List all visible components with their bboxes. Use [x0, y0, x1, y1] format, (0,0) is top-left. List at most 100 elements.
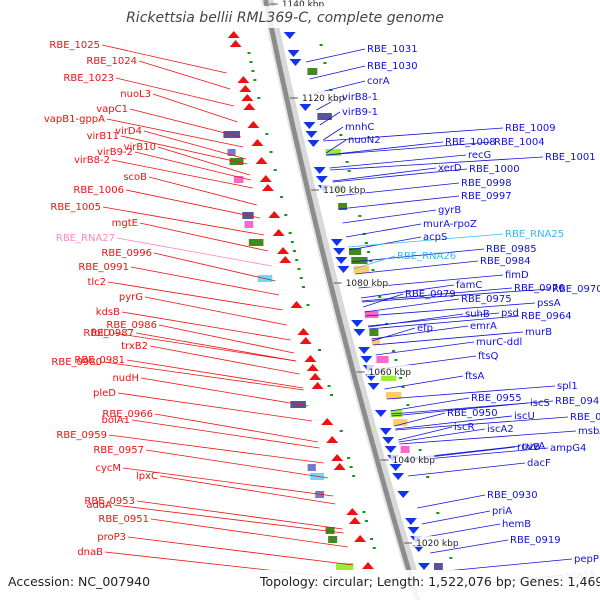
left-leader-line	[143, 130, 247, 160]
forward-gene-arrow	[283, 32, 296, 39]
right-gene-label: iscR	[454, 422, 474, 433]
left-leader-line	[116, 237, 272, 267]
gc-marker	[269, 151, 273, 153]
right-gene-label: hemB	[502, 519, 531, 530]
left-gene-label: RBE_0953	[84, 496, 135, 507]
right-gene-label: mnhC	[345, 122, 374, 133]
gc-marker	[295, 259, 299, 261]
right-leader-line	[408, 462, 526, 477]
reverse-gene-arrow	[247, 121, 260, 128]
reverse-gene-arrow	[259, 175, 272, 182]
forward-gene-arrow	[418, 563, 431, 570]
gc-marker	[364, 242, 368, 244]
gc-marker	[306, 304, 310, 306]
gc-marker	[401, 386, 405, 388]
left-gene-label: vapB1-gppA	[44, 114, 105, 125]
forward-gene-arrow	[358, 347, 371, 354]
left-leader-line	[136, 500, 343, 530]
left-leader-line	[127, 536, 354, 566]
left-leader-line	[111, 159, 253, 189]
footer-backdrop	[0, 570, 600, 600]
right-leader-line	[435, 558, 573, 573]
right-gene-label: suhB	[465, 309, 490, 320]
gc-marker	[319, 44, 323, 46]
reverse-gene-arrow	[227, 31, 240, 38]
gc-marker	[318, 349, 322, 351]
right-leader-line	[387, 385, 556, 400]
forward-gene-arrow	[289, 59, 302, 66]
left-gene-label: RBE_1024	[86, 56, 137, 67]
right-gene-label: nuoN2	[348, 135, 381, 146]
right-leader-line	[332, 168, 468, 183]
right-gene-label: dacF	[527, 458, 551, 469]
left-gene-label: folD	[91, 328, 111, 339]
left-gene-label: trxB2	[121, 341, 148, 352]
right-gene-label: iscS	[530, 398, 550, 409]
left-leader-line	[145, 449, 329, 479]
gc-marker	[329, 394, 333, 396]
left-gene-label: lpxC	[136, 471, 158, 482]
kbp-tick-backdrop	[300, 91, 345, 102]
right-gene-label: priA	[492, 506, 512, 517]
gc-marker	[358, 215, 362, 217]
right-leader-line	[319, 111, 341, 126]
cog-block	[381, 374, 397, 381]
forward-gene-arrow	[287, 50, 300, 57]
left-leader-line	[138, 60, 231, 90]
right-gene-label: gyrB	[438, 205, 461, 216]
right-gene-label: murA-rpoZ	[423, 219, 477, 230]
left-leader-line	[140, 377, 309, 407]
gc-marker	[364, 520, 368, 522]
gc-marker	[251, 70, 255, 72]
reverse-gene-arrow	[243, 103, 256, 110]
right-leader-line	[353, 255, 396, 270]
cog-block	[233, 176, 244, 183]
right-gene-label: RBE_1030	[367, 61, 418, 72]
gc-marker	[249, 61, 253, 63]
cog-block	[400, 446, 410, 453]
right-leader-line	[345, 223, 422, 238]
cog-block	[248, 239, 264, 246]
gc-marker	[426, 476, 430, 478]
gc-marker	[347, 170, 351, 172]
forward-gene-arrow	[353, 329, 366, 336]
reverse-gene-arrow	[348, 517, 361, 524]
left-leader-line	[139, 222, 269, 252]
left-leader-line	[107, 281, 283, 311]
left-gene-label: RBE_0991	[78, 262, 129, 273]
gc-marker	[284, 214, 288, 216]
left-gene-label: virB8-2	[74, 155, 110, 166]
right-gene-label: xerD	[438, 163, 462, 174]
forward-gene-arrow	[315, 176, 328, 183]
left-leader-line	[130, 266, 280, 296]
right-gene-label: RBE_RNA25	[505, 229, 564, 240]
right-gene-label: msbA1	[578, 426, 600, 437]
right-gene-label: pssA	[537, 298, 561, 309]
kbp-tick-backdrop	[390, 453, 435, 464]
gc-marker	[339, 430, 343, 432]
gc-marker	[347, 457, 351, 459]
left-gene-label: RBE_0959	[56, 430, 107, 441]
right-leader-line	[364, 298, 460, 313]
left-gene-label: RBE_0987	[83, 328, 134, 339]
forward-gene-arrow	[303, 122, 316, 129]
right-leader-line	[394, 412, 446, 427]
gc-marker	[367, 251, 371, 253]
right-gene-label: RBE_0997	[461, 191, 512, 202]
map-title: Rickettsia bellii RML369-C, complete gen…	[126, 10, 444, 26]
right-leader-line	[326, 141, 444, 156]
left-leader-line	[120, 135, 248, 165]
gc-marker	[327, 385, 331, 387]
reverse-gene-arrow	[321, 418, 334, 425]
left-gene-label: RBE_1005	[50, 202, 101, 213]
left-gene-label: addA	[86, 500, 112, 511]
gc-marker	[378, 296, 382, 298]
left-gene-label: RBE_0986	[106, 320, 157, 331]
left-gene-label: cycM	[95, 463, 121, 474]
reverse-gene-arrow	[237, 76, 250, 83]
right-leader-line	[365, 302, 536, 317]
right-leader-line	[375, 341, 475, 356]
left-leader-line	[103, 361, 304, 391]
left-gene-label: proP3	[97, 532, 126, 543]
reverse-gene-arrow	[309, 373, 322, 380]
